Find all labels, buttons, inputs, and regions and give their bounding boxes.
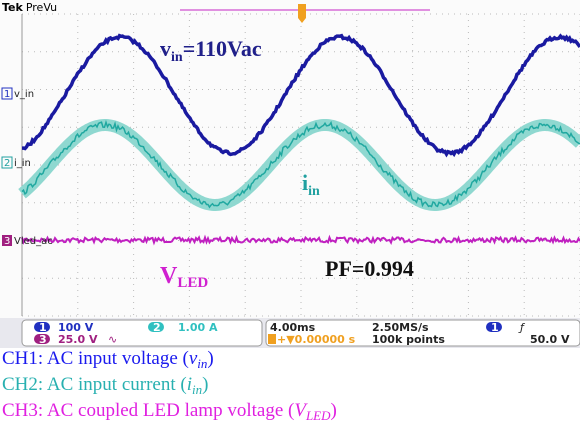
subscript: LED [177,275,208,291]
prefix: CH2: AC input current ( [2,374,187,395]
subscript: in [308,184,320,199]
delay: +▼0.00000 s [277,333,356,346]
trigger-level: 50.0 V [530,333,570,346]
ch2-marker: 2 [4,158,10,169]
ac-coupling-icon: ∿ [108,333,117,346]
ch3-badge-text: 3 [39,333,47,346]
suffix: ) [202,374,208,395]
mode: PreVu [26,1,57,14]
caption-ch3: CH3: AC coupled LED lamp voltage (VLED) [2,400,337,423]
ch3-marker: 3 [4,236,10,247]
suffix: ) [207,348,213,369]
subscript: LED [305,408,331,423]
symbol: V [160,263,178,289]
scope-capture: TekPreVu 1 v_in 2 i_in 3 Vled_ac vin=110… [0,0,580,427]
subscript: in [192,382,202,397]
ch2-badge-text: 2 [153,321,161,334]
ch3-scale: 25.0 V [58,333,98,346]
delay-icon [268,334,276,344]
captions: CH1: AC input voltage (vin) CH2: AC inpu… [2,348,337,423]
ch1-marker: 1 [4,89,10,100]
symbol: v [160,36,171,61]
status-bar: 1 100 V 3 25.0 V ∿ 2 1.00 A 4.00ms +▼0.0… [0,318,580,348]
suffix: ) [331,400,337,421]
ch2-scale: 1.00 A [178,321,218,334]
brand: Tek [2,1,24,14]
ch3-label: Vled_ac [14,236,53,247]
prefix: CH3: AC coupled LED lamp voltage ( [2,400,294,421]
prefix: CH1: AC input voltage ( [2,348,189,369]
subscript: in [197,356,207,371]
caption-ch1: CH1: AC input voltage (vin) [2,348,214,371]
pf-annotation: PF=0.994 [325,256,414,281]
subscript: in [171,50,183,65]
record-length: 100k points [372,333,445,346]
trigger-source: 1 [491,321,499,334]
ch2-label: i_in [14,158,31,169]
caption-ch2: CH2: AC input current (iin) [2,374,208,397]
ch1-label: v_in [14,89,34,100]
text: =110Vac [183,36,262,61]
